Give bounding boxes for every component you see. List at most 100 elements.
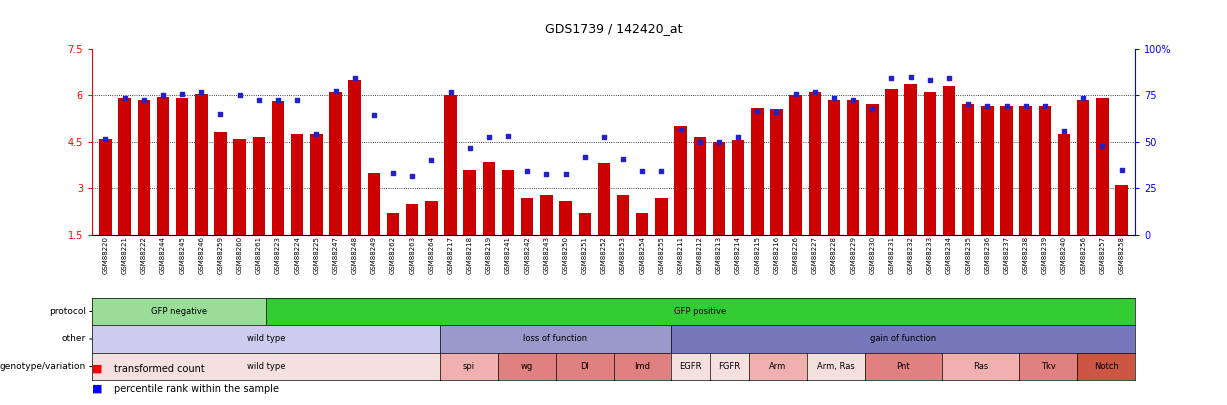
Point (479, 134, 498, 140)
Point (825, 95, 844, 102)
Point (958, 101, 978, 108)
Bar (482, 162, 496, 235)
Bar (578, 213, 591, 235)
Bar (598, 164, 610, 235)
Bar (771, 109, 783, 235)
Bar (885, 89, 898, 235)
Point (345, 75, 364, 81)
Point (134, 96, 153, 103)
Point (996, 103, 1016, 109)
Bar (1096, 98, 1109, 235)
Bar (233, 139, 245, 235)
Bar (1077, 100, 1090, 235)
Bar (655, 198, 667, 235)
Point (518, 168, 537, 175)
Point (440, 89, 460, 95)
Bar (137, 100, 150, 235)
Text: Notch: Notch (1093, 362, 1118, 371)
Bar (789, 95, 802, 235)
Bar (1020, 106, 1032, 235)
Point (978, 103, 998, 109)
Bar (751, 108, 763, 235)
Text: Arm, Ras: Arm, Ras (817, 362, 854, 371)
Point (863, 106, 882, 113)
Bar (253, 137, 265, 235)
Text: EGFR: EGFR (680, 362, 702, 371)
Point (211, 111, 231, 117)
Point (307, 131, 326, 137)
Bar (444, 95, 456, 235)
Text: Dl: Dl (580, 362, 589, 371)
Text: spi: spi (463, 362, 475, 371)
Bar (271, 101, 285, 235)
Text: ■: ■ (92, 364, 103, 373)
Point (614, 156, 633, 162)
Point (1112, 166, 1131, 173)
Text: Tkv: Tkv (1040, 362, 1055, 371)
Bar (675, 126, 687, 235)
Point (747, 107, 767, 114)
Text: loss of function: loss of function (524, 335, 588, 343)
Bar (348, 80, 361, 235)
Point (901, 73, 920, 80)
Text: wg: wg (520, 362, 533, 371)
Text: Ras: Ras (973, 362, 988, 371)
Point (939, 75, 958, 81)
Bar (310, 134, 323, 235)
Point (498, 132, 518, 139)
Bar (809, 92, 821, 235)
Point (785, 90, 805, 97)
Text: wild type: wild type (247, 362, 285, 371)
Bar (962, 104, 974, 235)
Text: Arm: Arm (769, 362, 787, 371)
Text: genotype/variation: genotype/variation (0, 362, 86, 371)
Point (594, 134, 614, 140)
Point (556, 171, 575, 177)
Bar (866, 104, 879, 235)
Point (96, 135, 115, 142)
Bar (425, 201, 438, 235)
Bar (464, 170, 476, 235)
Bar (118, 98, 131, 235)
Bar (828, 100, 840, 235)
Text: Imd: Imd (634, 362, 650, 371)
Point (364, 112, 384, 119)
Point (1016, 103, 1036, 109)
Bar (195, 94, 207, 235)
Point (402, 173, 422, 179)
Point (920, 77, 940, 83)
Bar (1038, 106, 1052, 235)
Point (536, 171, 556, 177)
Bar (847, 100, 859, 235)
Point (575, 154, 595, 160)
Text: wild type: wild type (247, 335, 285, 343)
Bar (1000, 106, 1012, 235)
Bar (636, 213, 649, 235)
Point (422, 157, 442, 164)
Bar (329, 92, 342, 235)
Point (460, 145, 480, 151)
Text: ■: ■ (92, 384, 103, 394)
Text: FGFR: FGFR (718, 362, 740, 371)
Bar (982, 106, 994, 235)
Point (843, 96, 863, 103)
Point (115, 95, 135, 102)
Text: transformed count: transformed count (114, 364, 205, 373)
Bar (502, 170, 514, 235)
Point (172, 90, 191, 97)
Bar (713, 142, 725, 235)
Point (287, 96, 307, 103)
Text: GDS1739 / 142420_at: GDS1739 / 142420_at (545, 22, 682, 35)
Bar (924, 92, 936, 235)
Bar (175, 98, 189, 235)
Bar (560, 201, 572, 235)
Text: Pnt: Pnt (897, 362, 910, 371)
Text: other: other (61, 335, 86, 343)
Text: protocol: protocol (49, 307, 86, 316)
Text: GFP negative: GFP negative (151, 307, 207, 316)
Text: GFP positive: GFP positive (675, 307, 726, 316)
Point (709, 139, 729, 145)
Point (1054, 128, 1074, 134)
Bar (99, 139, 112, 235)
Bar (521, 198, 534, 235)
